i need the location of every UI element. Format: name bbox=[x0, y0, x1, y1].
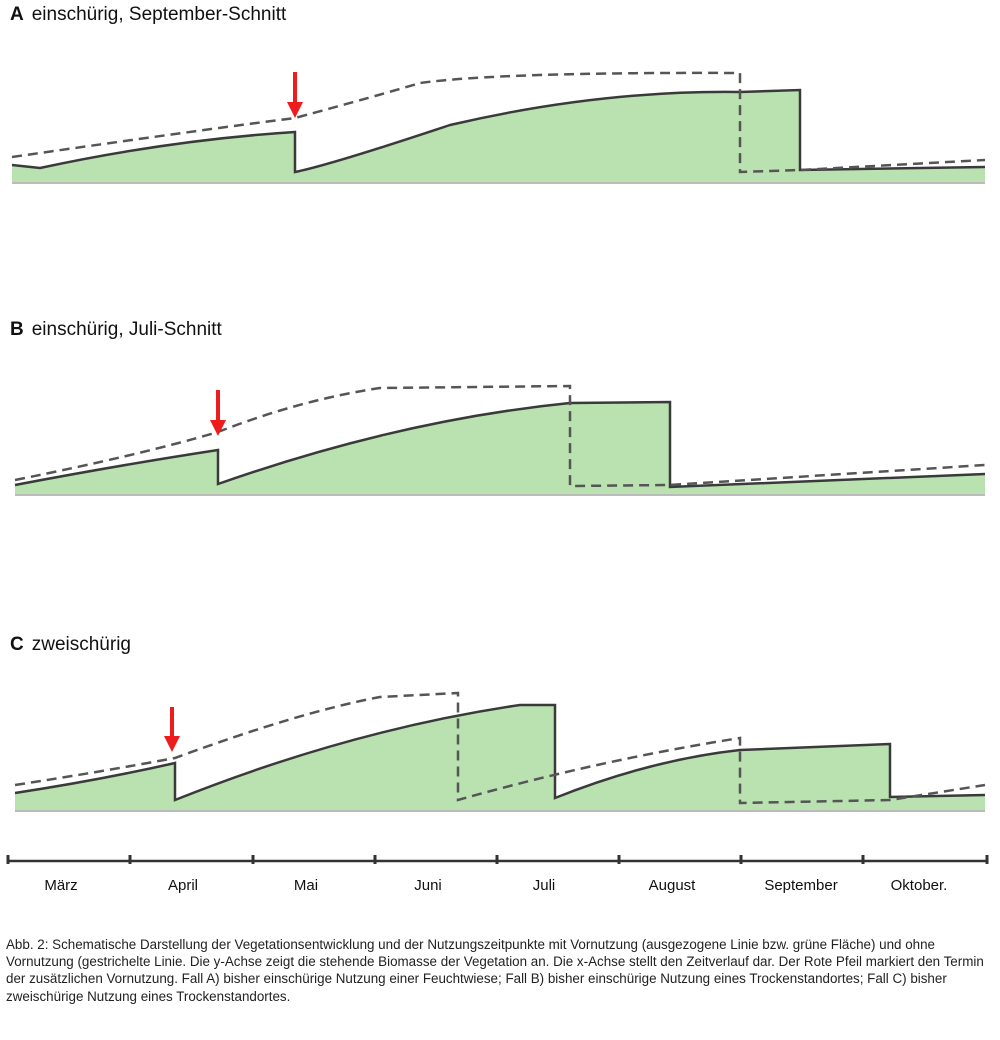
month-label: Oktober. bbox=[890, 877, 948, 894]
month-label: April bbox=[167, 877, 198, 894]
figure-caption: Abb. 2: Schematische Darstellung der Veg… bbox=[6, 937, 984, 1004]
panel-b-chart bbox=[14, 384, 986, 496]
panel-title-text: zweischürig bbox=[31, 634, 131, 655]
biomass-area-with-precut bbox=[15, 705, 985, 810]
panel-title-text: einschürig, September-Schnitt bbox=[31, 4, 287, 25]
month-label: Juli bbox=[532, 877, 556, 894]
month-label: September bbox=[764, 877, 838, 894]
month-label: August bbox=[648, 877, 696, 894]
month-label: März bbox=[44, 877, 78, 894]
solid-line bbox=[11, 88, 986, 174]
panel-c-chart bbox=[14, 691, 986, 812]
month-label: Juni bbox=[414, 877, 442, 894]
panel-letter: A bbox=[10, 4, 24, 25]
diagram-canvas bbox=[6, 71, 989, 864]
biomass-area-with-precut bbox=[12, 90, 985, 182]
dashed-line bbox=[11, 71, 986, 174]
axis-ticks bbox=[6, 855, 989, 864]
panel-letter: B bbox=[10, 319, 24, 340]
panel-letter: C bbox=[10, 634, 24, 655]
solid-line bbox=[14, 703, 986, 802]
time-axis bbox=[6, 855, 989, 864]
solid-line bbox=[14, 400, 986, 489]
panel-title-text: einschürig, Juli-Schnitt bbox=[31, 319, 222, 340]
panel-a-chart bbox=[11, 71, 986, 184]
month-label: Mai bbox=[293, 877, 319, 894]
